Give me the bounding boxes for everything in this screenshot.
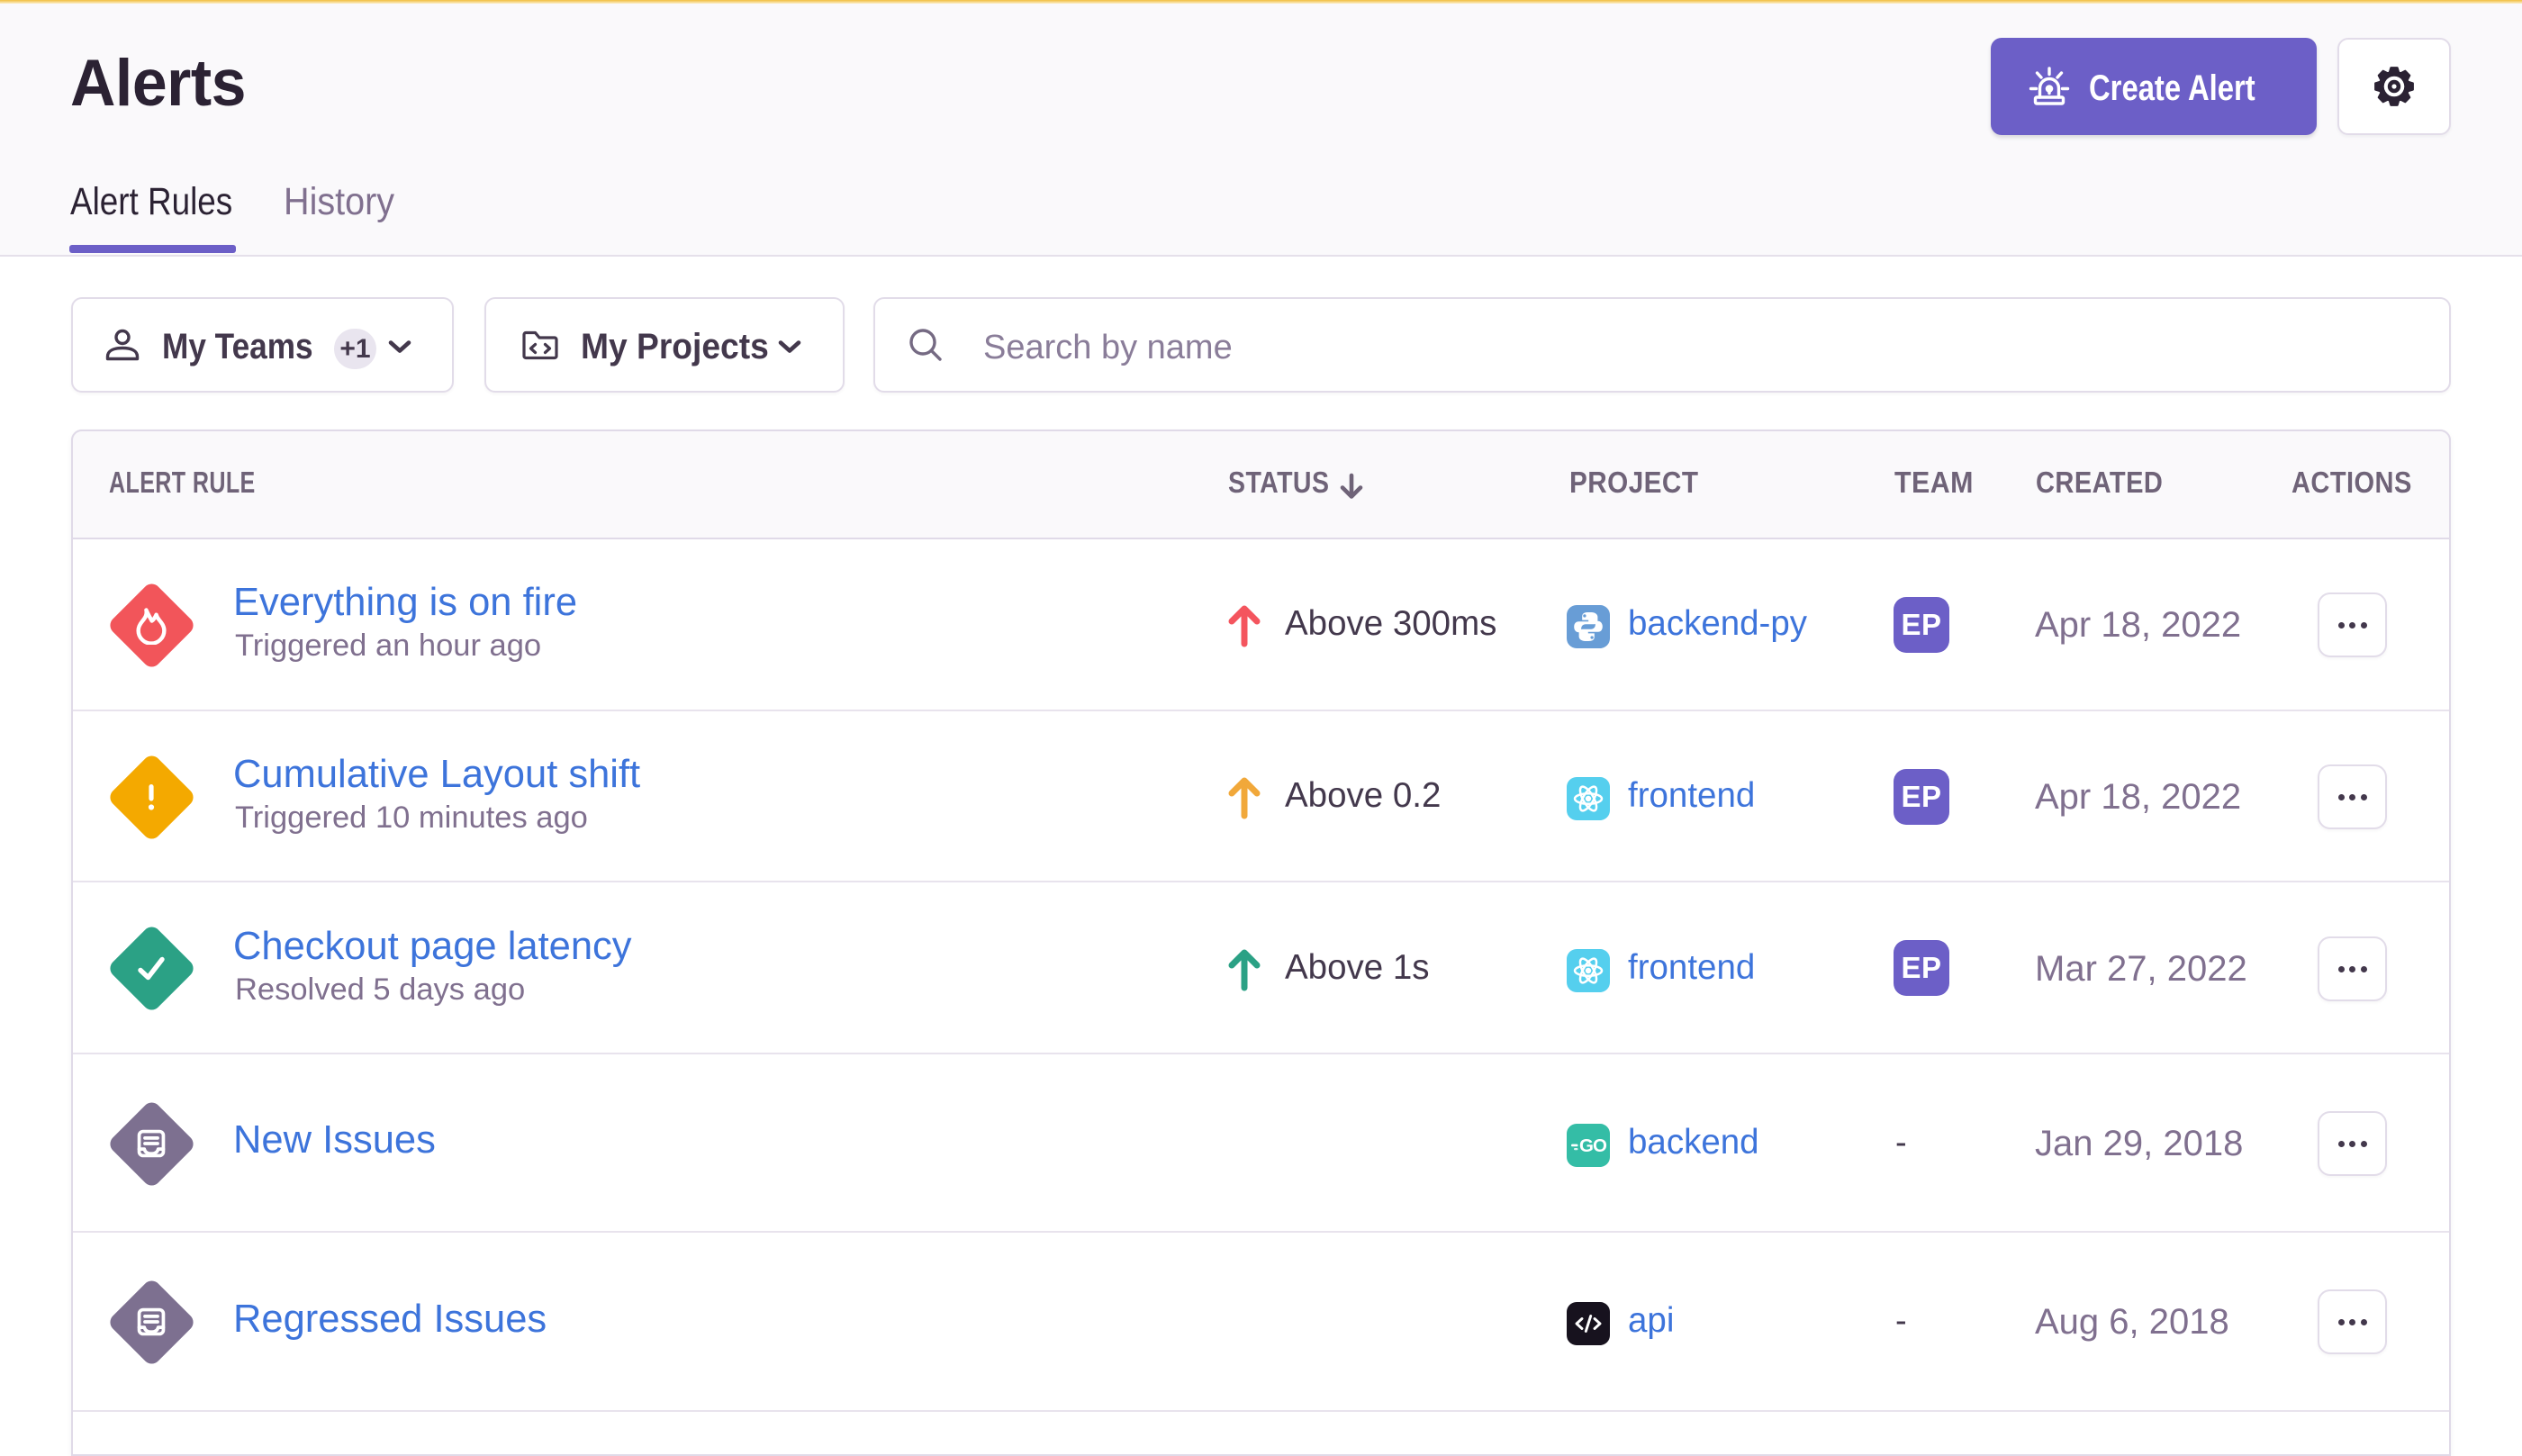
svg-text:GO: GO [1579, 1135, 1607, 1156]
